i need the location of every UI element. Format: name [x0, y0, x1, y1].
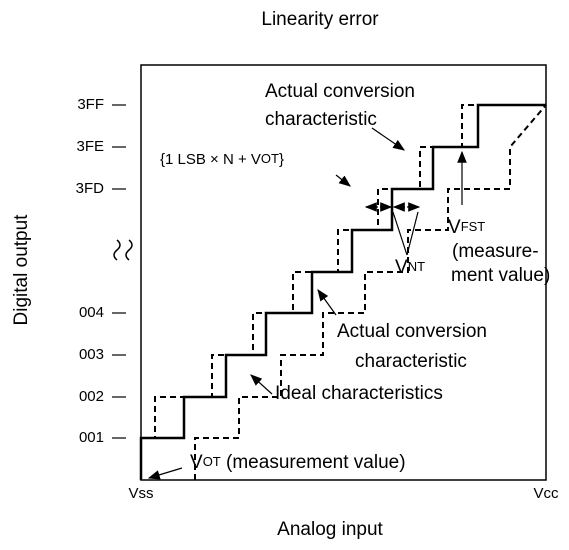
x-label: Analog input — [277, 519, 383, 540]
y-tick-label: 004 — [79, 304, 104, 321]
vot-label: VOT (measurement value) — [190, 452, 406, 473]
vnt: VNT — [395, 257, 425, 278]
y-tick-label: 002 — [79, 388, 104, 405]
lsb-label: {1 LSB × N + VOT} — [160, 151, 284, 168]
y-tick-label: 3FE — [76, 138, 104, 155]
actual-bottom-1: Actual conversion — [337, 321, 487, 342]
y-tick-label: 003 — [79, 346, 104, 363]
title: Linearity error — [261, 9, 379, 30]
actual-top-1: Actual conversion — [265, 81, 415, 102]
actual-bottom-2: characteristic — [355, 351, 467, 372]
arrows — [147, 127, 467, 480]
x-end: Vcc — [533, 485, 559, 502]
vfst-line-2: ment value) — [451, 265, 550, 286]
actual-staircase-2 — [194, 104, 547, 480]
y-tick-label: 3FD — [76, 180, 105, 197]
axis-break — [113, 239, 133, 261]
actual-top-2: characteristic — [265, 109, 377, 130]
y-tick-label: 001 — [79, 429, 104, 446]
x-start: Vss — [128, 485, 153, 502]
vfst: VFST — [448, 217, 485, 238]
y-tick-label: 3FF — [77, 96, 104, 113]
vfst-line-1: (measure- — [452, 241, 539, 262]
ideal-staircase — [141, 104, 478, 439]
ideal-label: Ideal characteristics — [275, 383, 443, 404]
plot-frame — [140, 64, 547, 481]
y-label: Digital output — [11, 214, 32, 326]
